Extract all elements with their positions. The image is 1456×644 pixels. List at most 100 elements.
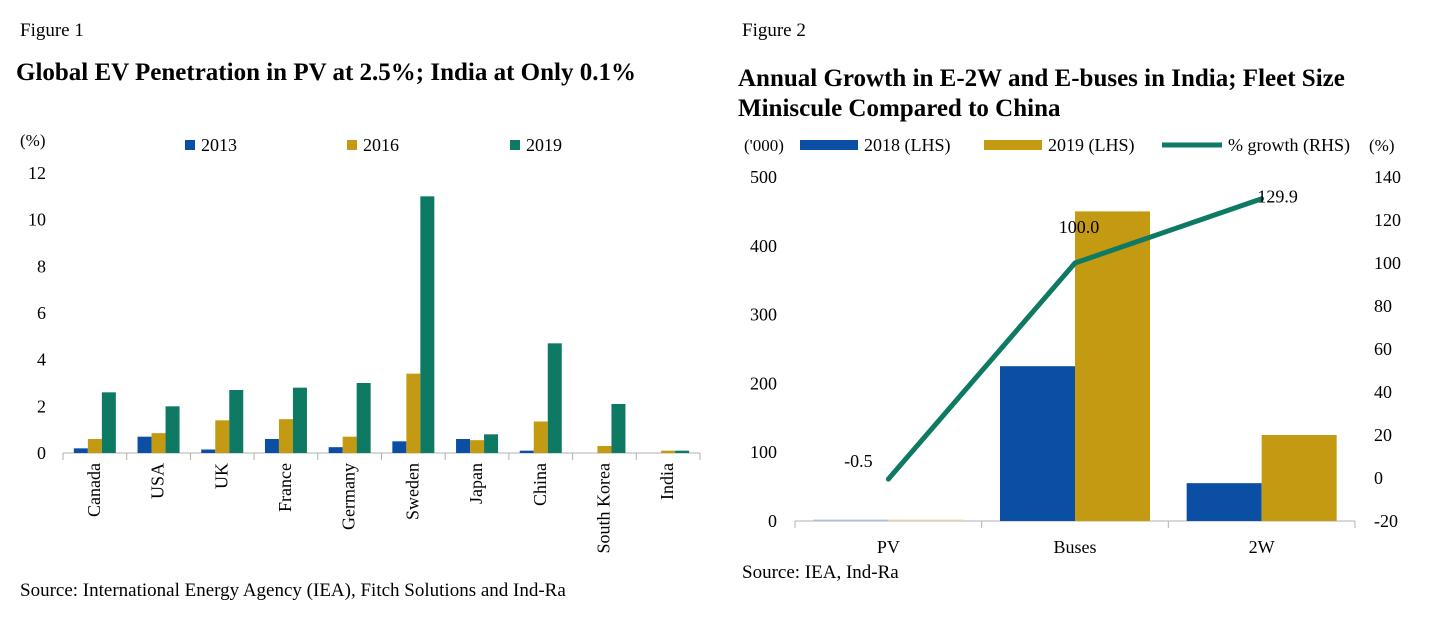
- x-tick-label: 2W: [1249, 537, 1275, 557]
- left-y-axis-unit-label: ('000): [744, 136, 784, 155]
- right-y-tick-label: 120: [1374, 210, 1401, 230]
- figure1-title: Global EV Penetration in PV at 2.5%; Ind…: [16, 59, 636, 86]
- legend-swatch-2013: [185, 140, 195, 150]
- bar-2018 (LHS)-Buses: [1000, 366, 1075, 521]
- y-axis-unit-label: (%): [20, 131, 45, 150]
- right-y-tick-label: 40: [1374, 382, 1392, 402]
- left-y-tick-label: 0: [768, 511, 777, 531]
- x-tick-label: Sweden: [402, 463, 422, 520]
- figure1-label: Figure 1: [20, 20, 84, 41]
- legend-swatch-2019: [984, 140, 1042, 150]
- right-y-axis-unit-label: (%): [1369, 136, 1394, 155]
- left-y-tick-label: 100: [750, 442, 777, 462]
- data-label-growth-2W: 129.9: [1257, 187, 1298, 207]
- x-tick-label: Germany: [339, 463, 359, 530]
- bar-2016-South Korea: [597, 446, 612, 453]
- legend-swatch-2019: [510, 140, 520, 150]
- right-y-tick-label: 0: [1374, 468, 1383, 488]
- chart2-legend: ('000) 2018 (LHS) 2019 (LHS) % growth (RHS)…: [744, 135, 1394, 156]
- y-tick-label: 10: [28, 210, 46, 230]
- bar-2019-India: [675, 450, 690, 453]
- x-tick-label: Buses: [1053, 537, 1096, 557]
- growth-line: [885, 196, 1265, 482]
- bar-2019-South Korea: [611, 404, 626, 453]
- bar-2013-China: [519, 450, 534, 453]
- bar-2013-UK: [201, 449, 216, 453]
- bar-2019-Canada: [101, 392, 116, 453]
- y-tick-label: 0: [37, 443, 46, 463]
- figure2-source: Source: IEA, Ind-Ra: [742, 562, 899, 583]
- right-y-tick-label: 20: [1374, 425, 1392, 445]
- bar-2016-France: [278, 419, 293, 453]
- legend-swatch-2018: [800, 140, 858, 150]
- data-label-growth-PV: -0.5: [844, 451, 873, 471]
- bar-2019-USA: [165, 406, 180, 453]
- bar-2013-Sweden: [392, 441, 407, 453]
- bar-2019 (LHS)-PV: [888, 519, 964, 522]
- left-y-tick-label: 400: [750, 236, 777, 256]
- bar-2019-China: [547, 343, 562, 453]
- bar-2013-Japan: [456, 439, 471, 453]
- legend-label-2013: 2013: [201, 135, 237, 155]
- x-tick-label: China: [530, 463, 550, 506]
- right-y-tick-label: 100: [1374, 253, 1401, 273]
- bar-2016-USA: [151, 433, 166, 453]
- legend-label-growth: % growth (RHS): [1228, 135, 1350, 156]
- bar-2016-Canada: [87, 439, 102, 453]
- x-tick-label: UK: [211, 463, 231, 489]
- bar-2016-Sweden: [406, 373, 421, 453]
- legend-label-2019: 2019 (LHS): [1048, 135, 1135, 156]
- bar-2019 (LHS)-Buses: [1075, 211, 1150, 521]
- y-tick-label: 12: [28, 163, 46, 183]
- bar-2019-France: [292, 387, 307, 453]
- bar-2013-France: [264, 439, 279, 453]
- x-tick-label: PV: [877, 537, 900, 557]
- x-tick-label: India: [657, 463, 677, 500]
- left-y-tick-label: 200: [750, 373, 777, 393]
- bar-2016-India: [661, 450, 676, 453]
- bar-2016-China: [533, 421, 548, 453]
- bar-2019-UK: [229, 390, 244, 453]
- x-tick-label: USA: [148, 463, 168, 499]
- bar-2018 (LHS)-2W: [1186, 483, 1262, 521]
- bar-2013-USA: [137, 436, 152, 453]
- bar-2019-Sweden: [420, 196, 435, 454]
- x-tick-label: Canada: [84, 463, 104, 517]
- figure1-source: Source: International Energy Agency (IEA…: [20, 580, 566, 601]
- figure2-label: Figure 2: [742, 20, 806, 41]
- figure2-title: Annual Growth in E-2W and E-buses in Ind…: [738, 65, 1345, 122]
- left-y-tick-label: 300: [750, 305, 777, 325]
- bar-2019 (LHS)-2W: [1261, 435, 1337, 521]
- bar-2016-Japan: [470, 440, 485, 453]
- bar-2016-UK: [215, 420, 230, 453]
- bar-2013-Canada: [73, 448, 88, 453]
- y-tick-label: 4: [37, 350, 46, 370]
- data-label-growth-Buses: 100.0: [1059, 217, 1100, 237]
- chart1-bars: [73, 196, 690, 454]
- y-tick-label: 6: [37, 303, 46, 323]
- chart1-legend: 2013 2016 2019: [185, 135, 562, 155]
- x-tick-label: South Korea: [593, 463, 613, 553]
- bar-2019-Japan: [484, 434, 499, 453]
- right-y-tick-label: 60: [1374, 339, 1392, 359]
- right-y-tick-label: 140: [1374, 167, 1401, 187]
- left-y-tick-label: 500: [750, 167, 777, 187]
- bar-2018 (LHS)-PV: [813, 519, 889, 522]
- chart2-bars: [813, 211, 1337, 522]
- chart1-axes: (%) 0 2 4 6 8 10 12 Canada USA UK France Germany Swed…: [20, 131, 701, 553]
- legend-label-2019: 2019: [526, 135, 562, 155]
- right-y-tick-label: 80: [1374, 296, 1392, 316]
- y-tick-label: 8: [37, 256, 46, 276]
- bar-2016-Germany: [342, 436, 357, 453]
- right-y-tick-label: -20: [1374, 511, 1398, 531]
- x-tick-label: France: [275, 463, 295, 512]
- chart2-line: -0.5 100.0 129.9: [844, 187, 1298, 482]
- bar-2013-Germany: [328, 447, 343, 453]
- x-tick-label: Japan: [466, 463, 486, 504]
- legend-swatch-2016: [347, 140, 357, 150]
- legend-label-2016: 2016: [363, 135, 399, 155]
- bar-2019-Germany: [356, 383, 371, 453]
- legend-label-2018: 2018 (LHS): [864, 135, 951, 156]
